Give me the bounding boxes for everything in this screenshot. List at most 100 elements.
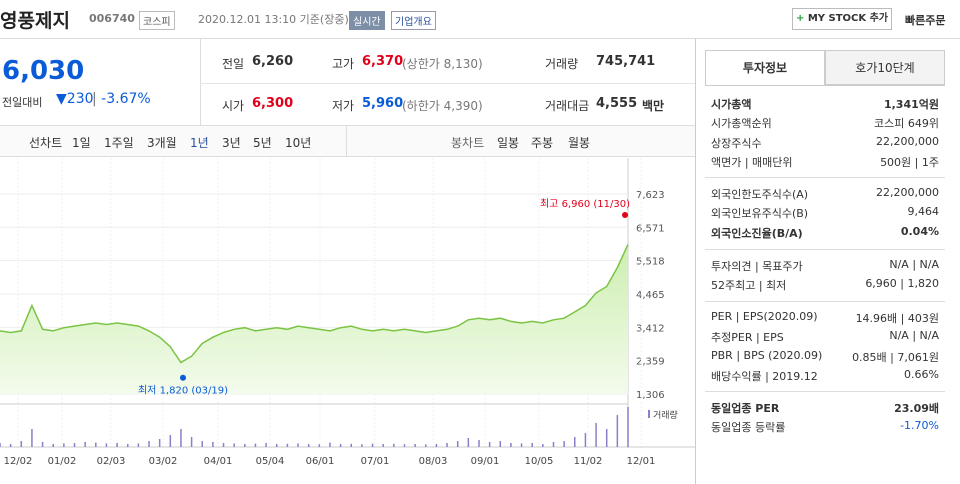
quote-label: 전일	[222, 57, 245, 71]
info-tab-active[interactable]: 투자정보	[705, 50, 825, 85]
info-row: 상장주식수 22,200,000	[711, 135, 939, 151]
volume-bar	[286, 443, 289, 447]
volume-bar	[307, 444, 310, 447]
low-marker	[180, 374, 186, 381]
info-divider	[705, 391, 945, 392]
volume-bar	[499, 441, 502, 447]
quote-value: 745,741	[596, 54, 656, 69]
volume-bar	[254, 443, 257, 447]
volume-bar	[563, 441, 565, 447]
info-label: 액면가 | 매매단위	[711, 155, 793, 169]
volume-bar	[425, 444, 427, 447]
volume-bar	[169, 435, 172, 447]
volume-bar	[467, 438, 470, 447]
price-line	[0, 244, 629, 364]
info-label: 동일업종 PER	[711, 402, 780, 415]
quote-label: 거래대금	[545, 99, 590, 113]
info-row: 배당수익률 | 2019.12 0.66%	[711, 368, 939, 384]
low-label: 최저 1,820 (03/19)	[138, 385, 228, 397]
sep: |	[92, 91, 102, 107]
quote-label: 고가	[332, 57, 355, 71]
info-label: 동일업종 등락률	[711, 421, 786, 435]
high-label: 최고 6,960 (11/30)	[540, 198, 630, 210]
volume-bar	[510, 443, 512, 447]
quote-value: 6,260	[252, 54, 294, 69]
volume-bar	[552, 442, 555, 447]
volume-bar	[126, 444, 129, 447]
volume-bar	[105, 443, 108, 447]
quote-value: 5,960	[362, 96, 404, 111]
x-tick-label: 02/03	[97, 456, 126, 467]
stock-code: 006740	[89, 12, 135, 25]
volume-bar	[371, 443, 374, 447]
info-label: 추정PER | EPS	[711, 331, 784, 345]
period-tab[interactable]: 3년	[222, 136, 241, 150]
tab-sep	[346, 126, 347, 156]
y-tick-label: 3,412	[636, 323, 665, 334]
volume-bar	[339, 444, 342, 447]
period-tab[interactable]: 1년	[190, 136, 209, 150]
volume-bar	[584, 433, 587, 447]
divider	[705, 85, 945, 86]
volume-bar	[73, 443, 76, 447]
volume-bar	[542, 444, 544, 447]
mystock-text: MY STOCK 추가	[807, 13, 889, 24]
change-rate: | -3.67%	[92, 91, 151, 107]
y-tick-label: 6,571	[636, 223, 665, 234]
period-tab[interactable]: 10년	[285, 136, 312, 150]
info-row: 52주최고 | 최저 6,960 | 1,820	[711, 277, 939, 293]
y-tick-label: 5,518	[636, 257, 665, 268]
quote-value: 6,300	[252, 96, 294, 111]
volume-bar	[265, 443, 267, 447]
info-label: 투자의견 | 목표주가	[711, 260, 803, 273]
change: ▼230	[56, 91, 94, 107]
candle-tab[interactable]: 월봉	[568, 136, 591, 150]
info-label: PER | EPS(2020.09)	[711, 310, 818, 323]
quote-value: 4,555	[596, 96, 638, 111]
info-row: 액면가 | 매매단위 500원 | 1주	[711, 154, 939, 170]
volume-bar	[350, 443, 353, 447]
info-row: 동일업종 PER 23.09배	[711, 400, 939, 416]
info-value: 23.09배	[894, 402, 939, 415]
info-value: 22,200,000	[876, 186, 939, 199]
volume-bar	[605, 429, 608, 447]
quick-order[interactable]: 빠른주문	[905, 14, 946, 27]
candle-tab[interactable]: 주봉	[531, 136, 554, 150]
volume-bar	[31, 429, 33, 447]
change-label: 전일대비	[2, 96, 43, 109]
info-label: 외국인소진율(B/A)	[711, 226, 803, 240]
realtime-badge[interactable]: 실시간	[349, 11, 385, 30]
info-tab[interactable]: 호가10단계	[825, 50, 945, 85]
volume-bar	[233, 443, 235, 447]
period-tab[interactable]: 1주일	[104, 136, 134, 150]
y-tick-label: 2,359	[636, 357, 665, 368]
change-rate-value: -3.67%	[101, 91, 151, 107]
info-divider	[705, 177, 945, 178]
volume-bar	[393, 443, 395, 447]
info-value: 1,341억원	[883, 98, 939, 111]
volume-bar	[137, 443, 140, 447]
quote-unit: 백만	[642, 99, 665, 113]
overview-button[interactable]: 기업개요	[391, 11, 436, 30]
info-label: 상장주식수	[711, 136, 762, 150]
candle-tab[interactable]: 일봉	[497, 136, 520, 150]
period-tab[interactable]: 1일	[72, 136, 91, 150]
volume-bar	[180, 429, 182, 447]
info-label: 외국인보유주식수(B)	[711, 207, 809, 221]
period-tab[interactable]: 3개월	[147, 136, 177, 150]
mystock-button[interactable]: + MY STOCK 추가	[792, 8, 892, 30]
period-tab[interactable]: 5년	[253, 136, 272, 150]
chart-type: 선차트	[29, 136, 63, 150]
info-row: 외국인소진율(B/A) 0.04%	[711, 225, 939, 241]
info-row: 외국인한도주식수(A) 22,200,000	[711, 186, 939, 202]
volume-bar	[414, 444, 416, 447]
volume-bar	[446, 443, 448, 447]
volume-bar	[595, 423, 597, 447]
volume-bar	[574, 437, 576, 447]
info-label: 시가총액	[711, 98, 752, 111]
x-tick-label: 08/03	[419, 456, 448, 467]
info-row: PBR | BPS (2020.09) 0.85배 | 7,061원	[711, 349, 939, 364]
volume-bar	[297, 443, 299, 447]
quote-value: 6,370	[362, 54, 404, 69]
